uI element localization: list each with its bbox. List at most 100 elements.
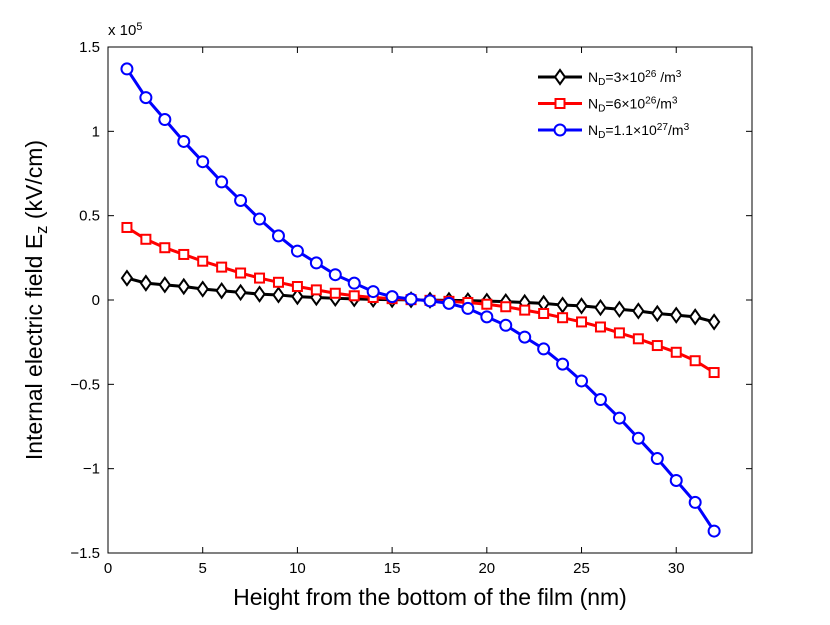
x-tick-label: 30	[668, 560, 685, 577]
marker	[290, 244, 304, 258]
marker	[291, 287, 304, 306]
marker	[329, 287, 341, 299]
marker	[291, 281, 303, 293]
x-tick-label: 10	[289, 560, 306, 577]
marker	[215, 175, 229, 189]
marker	[553, 68, 567, 86]
marker	[120, 62, 134, 76]
marker	[139, 274, 153, 292]
marker	[670, 346, 682, 358]
x-tick-label: 20	[478, 560, 495, 577]
marker	[159, 242, 171, 254]
x-tick-label: 25	[573, 560, 590, 577]
marker	[139, 91, 153, 105]
legend-label: ND=6×1026/m3	[588, 96, 678, 115]
y-tick-label: 1.5	[79, 39, 100, 56]
y-multiplier: x 105	[108, 21, 142, 40]
marker	[575, 297, 588, 315]
marker	[650, 452, 664, 466]
marker	[423, 294, 437, 308]
marker	[613, 327, 625, 339]
marker	[328, 268, 342, 282]
marker	[404, 292, 418, 306]
y-tick-label: 0.5	[79, 208, 100, 225]
marker	[707, 524, 721, 538]
marker	[347, 276, 361, 290]
marker	[235, 267, 247, 279]
marker	[593, 393, 607, 407]
y-tick-label: 1	[92, 123, 100, 140]
marker	[253, 285, 266, 303]
marker	[197, 255, 209, 267]
x-axis-label: Height from the bottom of the film (nm)	[233, 584, 627, 610]
marker	[499, 318, 513, 332]
marker	[594, 321, 606, 333]
legend-label: ND=1.1×1027/m3	[588, 122, 690, 141]
marker	[518, 330, 532, 344]
marker	[576, 316, 588, 328]
marker	[385, 290, 399, 304]
marker	[461, 301, 475, 315]
marker	[234, 283, 247, 302]
y-tick-label: 0	[92, 292, 100, 309]
marker	[177, 134, 191, 148]
y-axis-label: Internal electric field Ez (kV/cm)	[21, 140, 51, 460]
marker	[140, 233, 152, 245]
marker	[556, 296, 569, 314]
marker	[538, 307, 550, 319]
marker	[557, 312, 569, 324]
marker	[688, 495, 702, 509]
marker	[707, 313, 721, 331]
marker	[689, 355, 701, 367]
marker	[272, 276, 284, 288]
marker	[688, 308, 702, 326]
marker	[158, 113, 172, 127]
marker	[480, 310, 494, 324]
y-tick-label: −1.5	[70, 545, 100, 562]
marker	[575, 374, 589, 388]
x-tick-label: 0	[104, 560, 112, 577]
y-tick-label: −0.5	[70, 376, 100, 393]
marker	[177, 277, 190, 296]
marker	[519, 304, 531, 316]
marker	[348, 290, 360, 302]
marker	[612, 411, 626, 425]
marker	[196, 280, 209, 298]
marker	[271, 229, 285, 243]
marker	[121, 221, 133, 233]
marker	[309, 256, 323, 270]
marker	[481, 298, 493, 310]
marker	[366, 285, 380, 299]
marker	[442, 296, 456, 310]
marker	[632, 333, 644, 345]
marker	[120, 269, 134, 287]
marker	[556, 357, 570, 371]
legend-label: ND=3×1026 /m3	[588, 69, 682, 88]
marker	[253, 212, 267, 226]
marker	[669, 473, 683, 487]
marker	[310, 284, 322, 296]
marker	[594, 298, 607, 317]
marker	[651, 340, 663, 352]
marker	[196, 155, 210, 169]
marker	[670, 306, 683, 324]
marker	[234, 193, 248, 207]
marker	[613, 300, 626, 318]
marker	[651, 304, 664, 323]
marker	[215, 282, 228, 300]
marker	[554, 98, 566, 109]
marker	[178, 248, 190, 260]
marker	[216, 261, 228, 273]
marker	[708, 367, 720, 379]
marker	[272, 286, 285, 304]
x-tick-label: 15	[384, 560, 401, 577]
marker	[500, 301, 512, 313]
y-tick-label: −1	[83, 461, 100, 478]
marker	[631, 431, 645, 445]
marker	[537, 342, 551, 356]
marker	[158, 276, 172, 294]
marker	[632, 302, 645, 320]
x-tick-label: 5	[199, 560, 207, 577]
marker	[553, 123, 567, 137]
